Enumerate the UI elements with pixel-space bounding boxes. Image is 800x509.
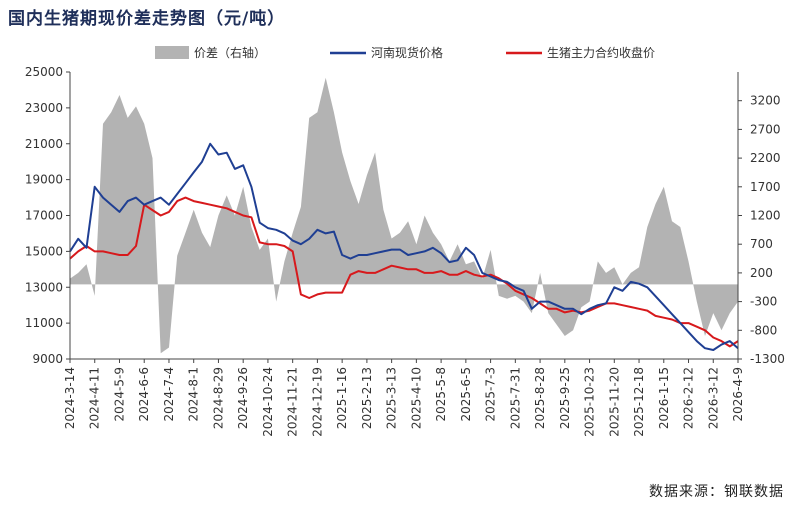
x-tick-label: 2024-6-6 [137, 367, 151, 421]
right-tick-label: -800 [750, 323, 777, 337]
futures-price-line [69, 196, 739, 348]
left-tick-label: 9000 [32, 352, 63, 366]
right-tick-label: 700 [750, 237, 773, 251]
right-tick-label: 2700 [750, 122, 781, 136]
x-tick-label: 2025-11-20 [607, 367, 621, 437]
left-tick-label: 19000 [25, 173, 63, 187]
x-tick-label: 2025-10-23 [583, 367, 597, 437]
x-tick-label: 2024-9-26 [236, 367, 250, 429]
left-tick-label: 17000 [25, 209, 63, 223]
x-tick-label: 2026-4-9 [731, 367, 745, 421]
x-tick-label: 2025-3-13 [385, 367, 399, 429]
x-tick-label: 2025-6-5 [459, 367, 473, 421]
right-tick-label: 3200 [750, 94, 781, 108]
right-tick-label: 1700 [750, 180, 781, 194]
x-tick-label: 2025-1-16 [335, 367, 349, 429]
legend: 价差（右轴） 河南现货价格 生猪主力合约收盘价 [155, 45, 655, 60]
chart-title: 国内生猪期现价差走势图（元/吨） [8, 9, 286, 29]
left-tick-label: 15000 [25, 244, 63, 258]
x-tick-label: 2024-11-21 [286, 367, 300, 437]
right-tick-label: 2200 [750, 151, 781, 165]
x-tick-label: 2024-7-4 [162, 367, 176, 421]
x-tick-label: 2025-12-18 [632, 367, 646, 437]
x-tick-label: 2024-3-14 [63, 367, 77, 429]
x-tick-label: 2024-4-11 [88, 367, 102, 429]
axes: 9000 11000 13000 15000 17000 19000 21000 23000 2… [25, 65, 785, 437]
left-tick-label: 11000 [25, 316, 63, 330]
legend-swatch-spread [155, 46, 189, 59]
left-tick-label: 13000 [25, 280, 63, 294]
x-tick-label: 2025-5-8 [434, 367, 448, 421]
x-tick-label: 2024-8-1 [187, 367, 201, 421]
left-tick-label: 21000 [25, 137, 63, 151]
plot-area [69, 77, 739, 354]
spread-area [70, 77, 738, 354]
x-tick-label: 2024-12-19 [310, 367, 324, 437]
left-tick-label: 25000 [25, 65, 63, 79]
legend-label-spread: 价差（右轴） [194, 45, 266, 60]
x-tick-label: 2026-1-15 [657, 367, 671, 429]
x-tick-label: 2025-8-28 [533, 367, 547, 429]
x-tick-label: 2026-3-12 [706, 367, 720, 429]
right-tick-label: -300 [750, 295, 777, 309]
x-tick-label: 2025-2-13 [360, 367, 374, 429]
x-tick-label: 2025-9-25 [558, 367, 572, 429]
x-tick-label: 2025-7-3 [484, 367, 498, 421]
legend-label-futures: 生猪主力合约收盘价 [547, 45, 655, 60]
left-tick-label: 23000 [25, 101, 63, 115]
data-source: 数据来源：钢联数据 [649, 484, 784, 500]
x-tick-label: 2024-10-24 [261, 367, 275, 437]
x-tick-label: 2025-7-31 [508, 367, 522, 429]
right-tick-label: 1200 [750, 209, 781, 223]
x-tick-label: 2026-2-12 [682, 367, 696, 429]
right-tick-label: 200 [750, 266, 773, 280]
x-tick-label: 2024-5-9 [112, 367, 126, 421]
right-tick-label: -1300 [750, 352, 785, 366]
x-tick-label: 2024-8-29 [211, 367, 225, 429]
legend-label-henan: 河南现货价格 [371, 45, 443, 60]
x-tick-label: 2025-4-10 [409, 367, 423, 429]
henan-spot-line [69, 142, 739, 351]
